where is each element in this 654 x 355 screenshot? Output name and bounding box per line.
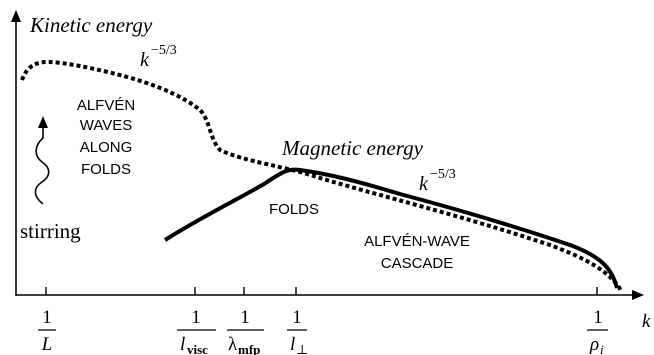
stirring-wavy-arrow [34,126,50,205]
stirring-arrowhead [38,116,48,128]
folds-label: FOLDS [269,201,319,218]
svg-text:CASCADE: CASCADE [381,255,454,272]
svg-text:visc: visc [187,342,208,355]
alfven-cascade-label: ALFVÉN-WAVE CASCADE [364,233,470,272]
tick-label-lvisc: 1 l visc [177,307,216,355]
svg-text:ALFVÉN: ALFVÉN [77,97,135,114]
magnetic-energy-label: Magnetic energy [281,136,424,160]
magnetic-energy-curve [163,167,619,289]
kinetic-energy-curve [20,60,624,294]
svg-text:i: i [600,342,604,355]
stirring-label: stirring [20,219,81,243]
svg-text:1: 1 [240,307,250,328]
tick-label-lambda: 1 λ mfp [227,307,264,355]
svg-text:ALONG: ALONG [80,139,133,156]
tick-label-lperp: 1 l ⊥ [287,307,308,355]
svg-text:−5/3: −5/3 [151,43,177,58]
magnetic-slope-label: k −5/3 [419,167,456,195]
svg-text:1: 1 [593,307,603,328]
kinetic-slope-label: k −5/3 [140,43,177,71]
svg-text:⊥: ⊥ [296,342,308,355]
x-axis-arrowhead [632,290,644,300]
svg-text:ALFVÉN-WAVE: ALFVÉN-WAVE [364,233,470,250]
svg-text:WAVES: WAVES [80,117,133,134]
svg-text:−5/3: −5/3 [430,167,456,182]
y-axis-label: Kinetic energy [29,13,153,37]
svg-text:1: 1 [191,307,201,328]
x-axis-label: k [642,311,651,332]
svg-text:L: L [41,334,53,355]
alfven-waves-label: ALFVÉN WAVES ALONG FOLDS [77,97,135,178]
svg-text:k: k [419,173,429,195]
tick-label-L: 1 L [38,307,56,355]
y-axis-arrowhead [11,10,21,22]
svg-text:l: l [180,334,185,355]
svg-text:λ: λ [228,334,238,355]
svg-text:ρ: ρ [589,334,599,355]
tick-label-rho: 1 ρ i [587,307,608,355]
svg-text:l: l [290,334,295,355]
svg-text:1: 1 [42,307,52,328]
svg-text:1: 1 [292,307,302,328]
svg-text:FOLDS: FOLDS [81,161,131,178]
svg-text:k: k [140,49,150,71]
svg-text:mfp: mfp [238,342,260,355]
